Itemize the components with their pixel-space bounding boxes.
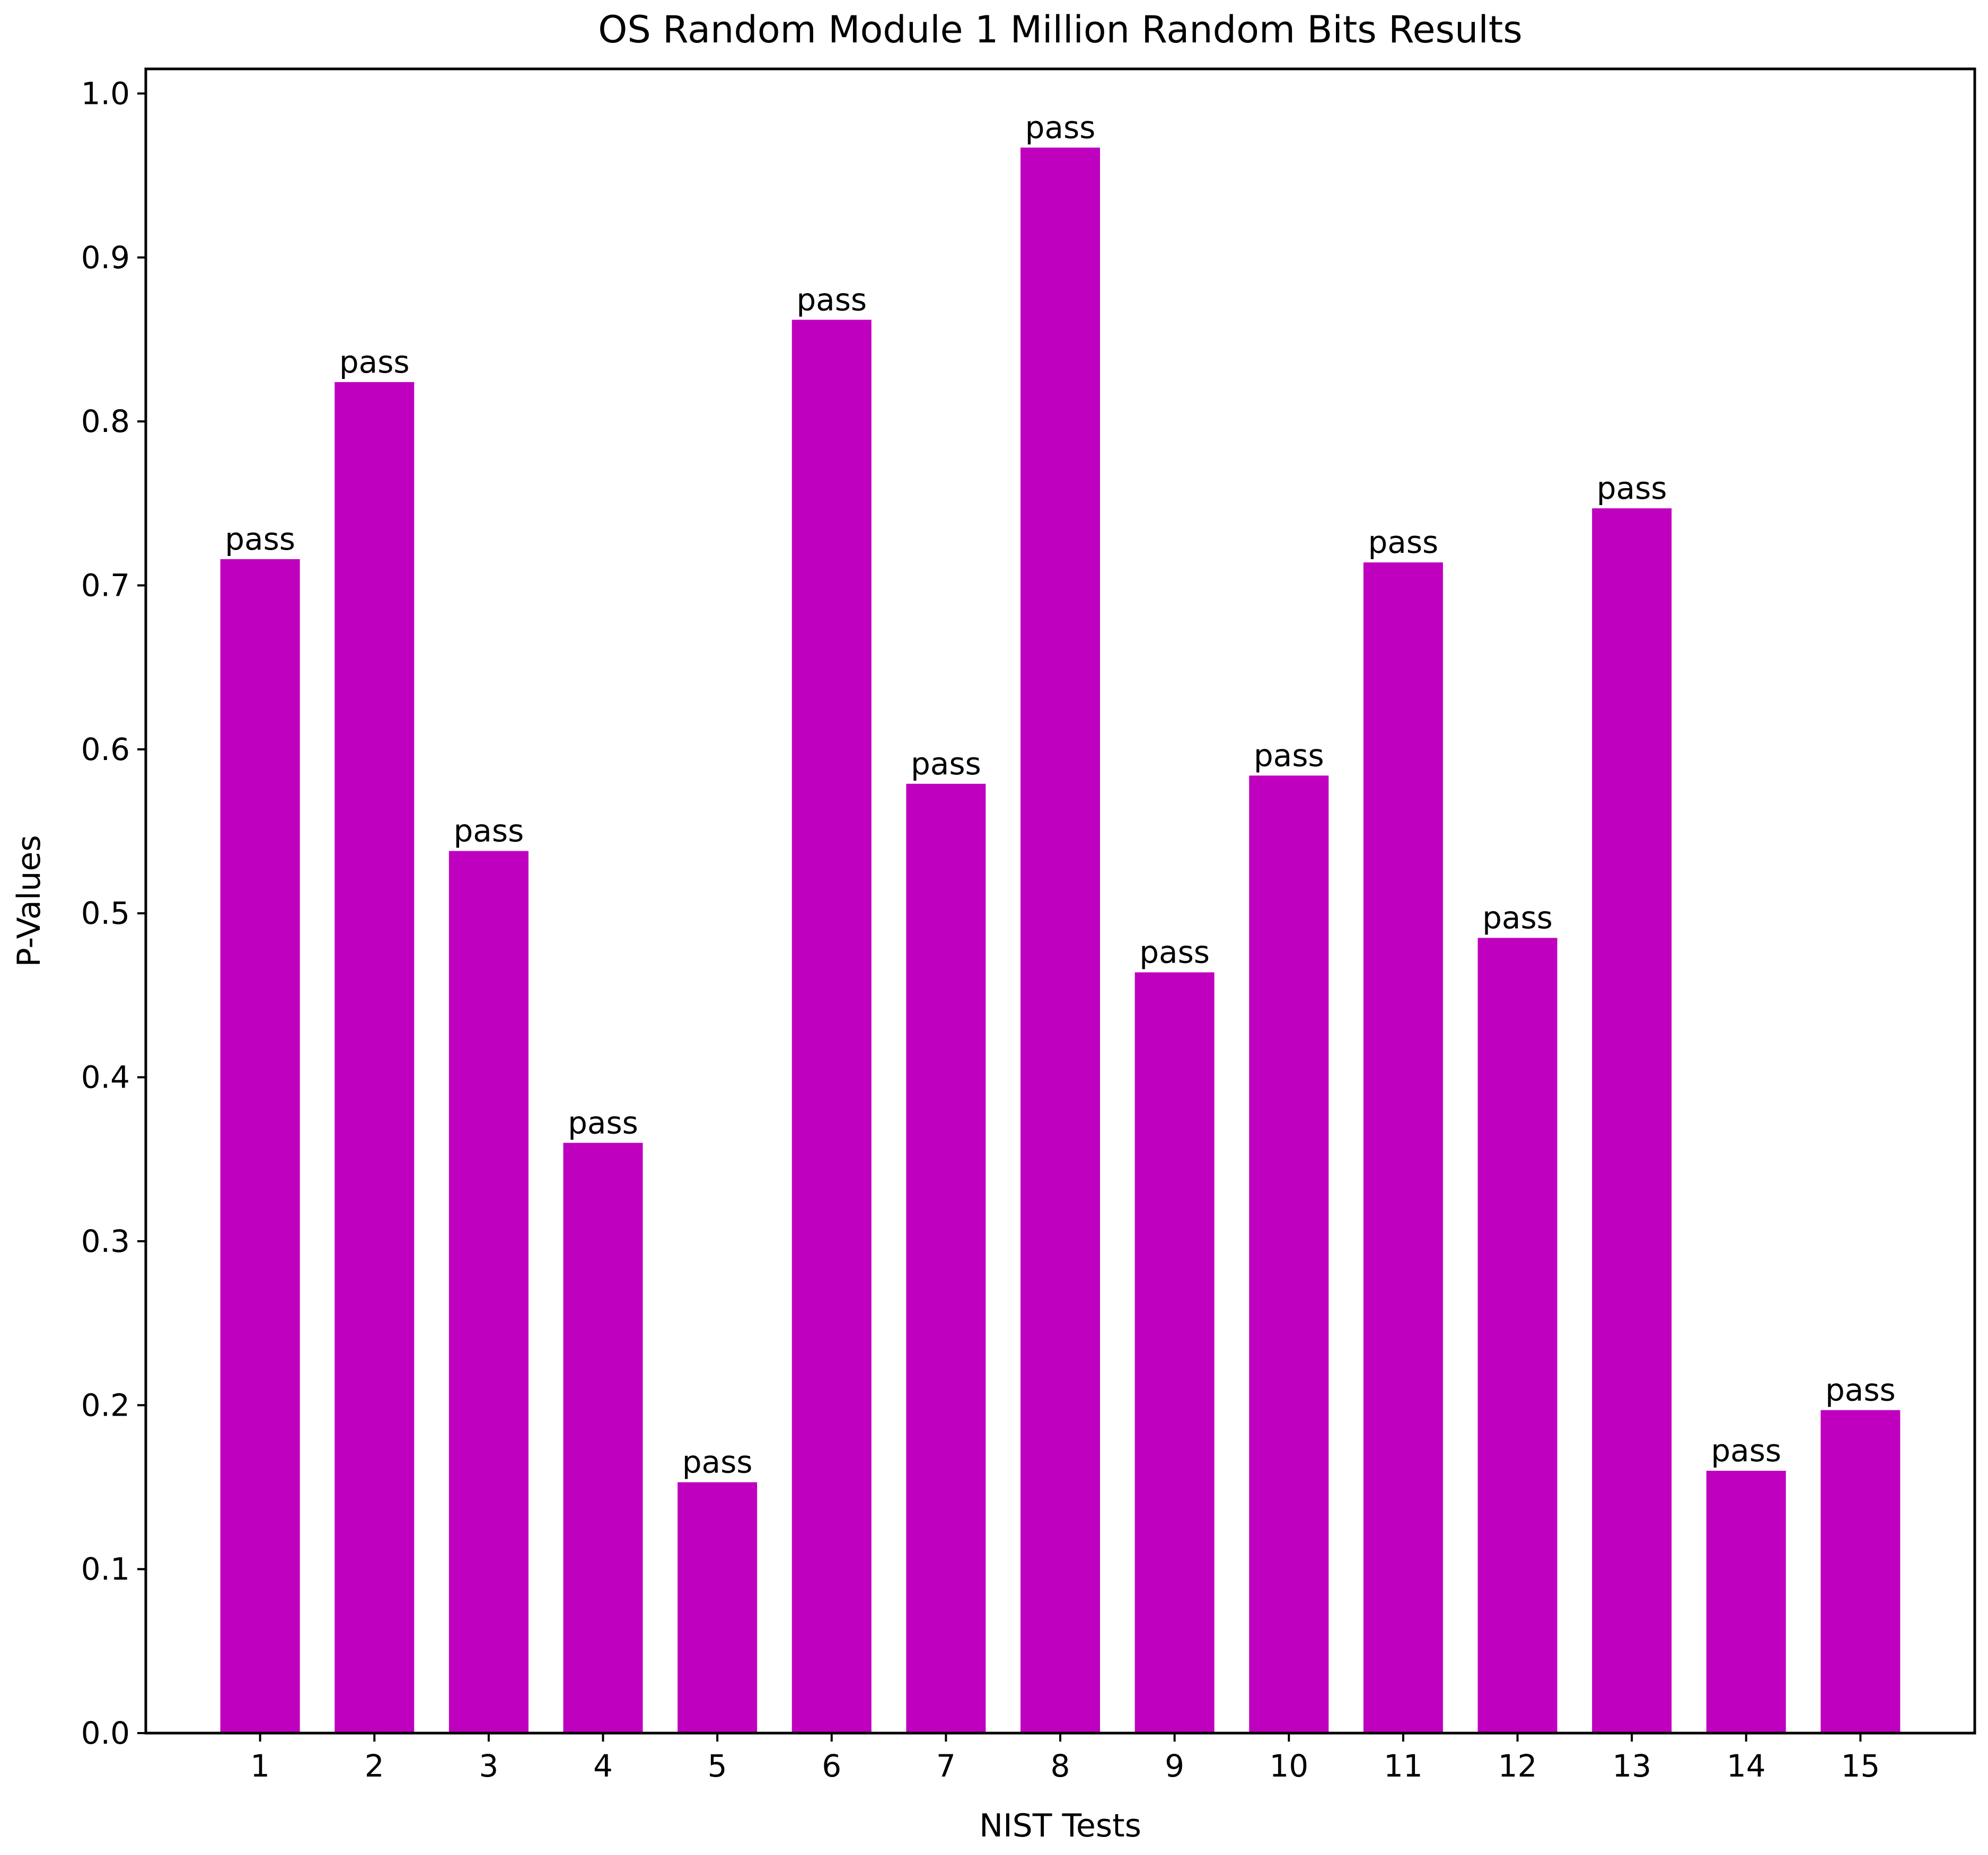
bar-1	[220, 559, 300, 1733]
x-tick-label-10: 10	[1269, 1748, 1308, 1784]
bar-10	[1249, 775, 1329, 1733]
bar-4	[563, 1143, 643, 1733]
x-tick-label-1: 1	[250, 1748, 270, 1784]
bar-label-5: pass	[682, 1444, 753, 1480]
x-tick-label-14: 14	[1727, 1748, 1766, 1784]
y-tick-label-0.7: 0.7	[81, 567, 130, 603]
plot-frame	[144, 67, 1976, 1735]
bar-6	[791, 320, 872, 1733]
bar-9	[1134, 972, 1215, 1733]
bar-label-14: pass	[1711, 1433, 1781, 1469]
y-tick-label-0.2: 0.2	[81, 1387, 130, 1423]
bars-layer	[220, 147, 1901, 1733]
bar-5	[678, 1482, 758, 1733]
y-tick-label-0.1: 0.1	[81, 1551, 130, 1587]
y-tick-label-0.9: 0.9	[81, 240, 130, 276]
bar-2	[335, 382, 415, 1733]
bar-label-15: pass	[1825, 1372, 1896, 1408]
x-tick-label-4: 4	[593, 1748, 613, 1784]
x-tick-label-12: 12	[1498, 1748, 1537, 1784]
bar-label-6: pass	[796, 281, 867, 317]
x-tick-label-15: 15	[1841, 1748, 1880, 1784]
bar-label-13: pass	[1597, 470, 1667, 506]
bar-label-11: pass	[1368, 524, 1438, 560]
bar-11	[1363, 562, 1443, 1733]
bar-13	[1592, 508, 1672, 1733]
x-tick-label-7: 7	[936, 1748, 956, 1784]
chart-title: OS Random Module 1 Million Random Bits R…	[598, 8, 1523, 51]
x-tick-label-13: 13	[1612, 1748, 1651, 1784]
x-axis-label: NIST Tests	[979, 1807, 1141, 1844]
x-tick-label-6: 6	[822, 1748, 841, 1784]
bar-labels-layer: pass pass pass pass pass pass pass pass pass pass…	[225, 109, 1896, 1480]
bar-label-4: pass	[568, 1105, 638, 1141]
bar-15	[1820, 1410, 1901, 1733]
bar-label-7: pass	[911, 746, 981, 782]
bar-label-1: pass	[225, 521, 295, 557]
y-tick-label-0.8: 0.8	[81, 403, 130, 439]
y-axis-ticks: 0.0 0.1 0.2 0.3 0.4 0.5 0.6 0.7 0.8 0.9 1.0	[81, 75, 146, 1751]
y-tick-label-0.3: 0.3	[81, 1223, 130, 1259]
bar-label-12: pass	[1482, 900, 1553, 936]
bar-8	[1021, 147, 1100, 1733]
bar-label-10: pass	[1254, 737, 1324, 773]
x-tick-label-9: 9	[1165, 1748, 1184, 1784]
bar-3	[448, 851, 529, 1733]
y-tick-label-0.6: 0.6	[81, 731, 130, 767]
x-axis-ticks: 1 2 3 4 5 6 7 8 9 10 11 12 13 14 15	[250, 1733, 1880, 1784]
x-tick-label-2: 2	[365, 1748, 384, 1784]
y-tick-label-1.0: 1.0	[81, 75, 130, 111]
y-tick-label-0.5: 0.5	[81, 895, 130, 931]
bar-12	[1477, 938, 1558, 1733]
bar-label-2: pass	[339, 344, 410, 380]
bar-label-8: pass	[1025, 109, 1096, 145]
y-tick-label-0.4: 0.4	[81, 1059, 130, 1096]
y-axis-label: P-Values	[11, 835, 48, 967]
x-tick-label-11: 11	[1384, 1748, 1423, 1784]
x-tick-label-8: 8	[1051, 1748, 1070, 1784]
bar-label-3: pass	[453, 813, 524, 849]
bar-14	[1706, 1471, 1786, 1733]
y-tick-label-0.0: 0.0	[81, 1715, 130, 1751]
x-tick-label-3: 3	[479, 1748, 498, 1784]
bar-label-9: pass	[1139, 934, 1210, 970]
bar-7	[906, 783, 986, 1733]
x-tick-label-5: 5	[708, 1748, 727, 1784]
